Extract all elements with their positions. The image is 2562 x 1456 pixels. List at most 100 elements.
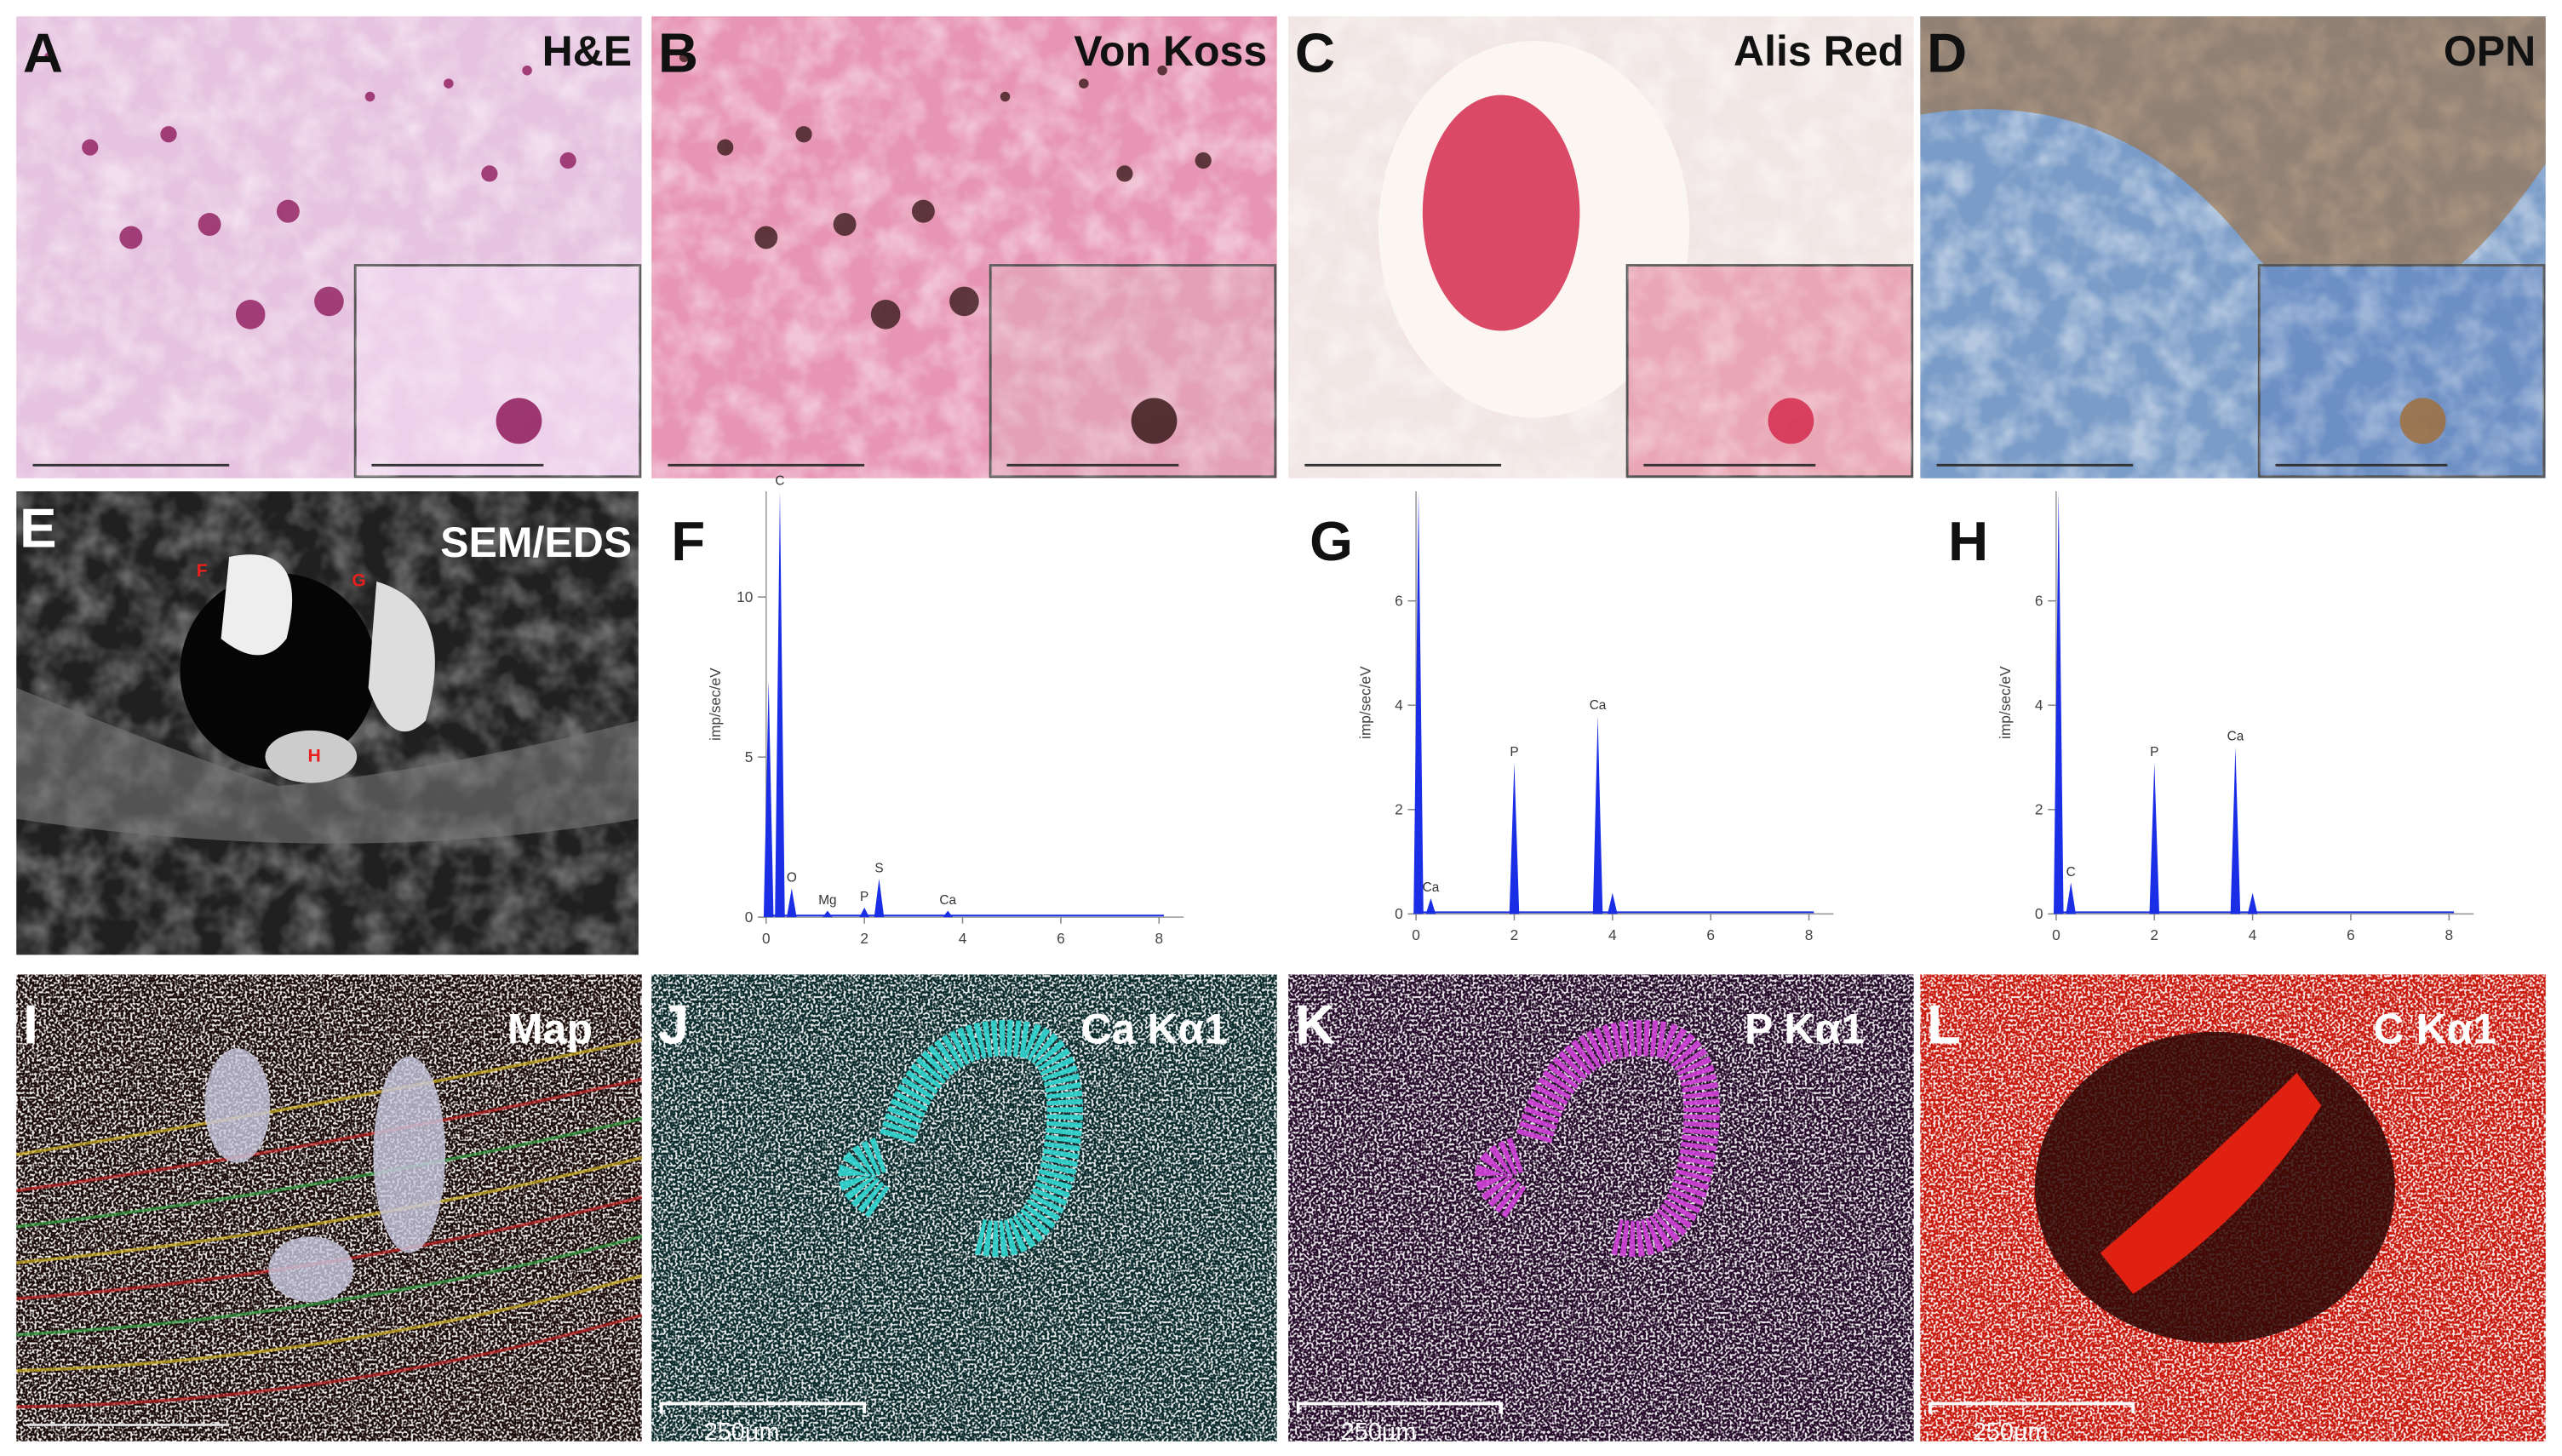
tissue-streak — [15, 1077, 643, 1193]
deposit — [364, 91, 375, 102]
panel-letter: H — [1948, 510, 1988, 572]
deposit — [1079, 78, 1089, 89]
stain-label: SEM/EDS — [440, 519, 632, 566]
stain-label: Von Koss — [1074, 27, 1267, 75]
panel-letter: B — [658, 22, 698, 84]
peak — [763, 679, 774, 918]
deposit — [119, 226, 143, 249]
nodule — [268, 1236, 354, 1303]
peak-label: P — [860, 890, 868, 904]
peak — [1413, 491, 1424, 914]
inset-texture — [355, 265, 640, 477]
deposit — [717, 139, 734, 156]
deposit — [481, 165, 498, 182]
scale-bar — [659, 1402, 867, 1413]
x-tick-label: 8 — [2445, 926, 2454, 943]
spot-label: H — [307, 746, 320, 765]
scale-label: 250µm — [704, 1419, 780, 1446]
x-tick-label: 6 — [1706, 926, 1715, 943]
panel-letter: I — [23, 993, 38, 1055]
panel-letter: D — [1927, 22, 1967, 84]
inset-deposit — [1768, 398, 1814, 444]
x-tick-label: 6 — [2347, 926, 2355, 943]
y-tick-label: 4 — [1395, 696, 1403, 714]
panel-letter: K — [1295, 993, 1335, 1055]
peak-label: Ca — [2227, 730, 2244, 744]
peak — [859, 907, 869, 918]
y-tick-label: 10 — [737, 588, 753, 605]
deposit — [82, 139, 99, 156]
deposit — [1195, 152, 1212, 169]
deposit — [235, 300, 266, 330]
scale-bar — [1296, 1402, 1504, 1413]
calcified-nodule — [221, 554, 293, 656]
stain-label: OPN — [2444, 27, 2536, 75]
deposit — [276, 199, 300, 223]
x-tick-label: 4 — [1608, 926, 1617, 943]
inset-deposit — [496, 398, 542, 444]
tissue-streak — [16, 1116, 643, 1229]
y-tick-label: 0 — [1395, 905, 1403, 922]
deposit — [444, 78, 454, 89]
peak-label: C — [2066, 865, 2076, 880]
x-tick-label: 8 — [1805, 926, 1814, 943]
x-tick-label: 0 — [1412, 926, 1420, 943]
deposit — [911, 199, 935, 223]
panel-letter: A — [23, 22, 63, 84]
y-tick-label: 2 — [1395, 801, 1403, 818]
y-axis-label: imp/sec/eV — [1997, 666, 2014, 739]
inset-texture — [1627, 265, 1912, 477]
deposit — [160, 126, 177, 143]
spot-label: G — [352, 571, 365, 591]
tissue-streak — [16, 1235, 643, 1337]
inset-deposit — [1131, 398, 1178, 444]
x-tick-label: 0 — [2052, 926, 2060, 943]
peak — [943, 910, 954, 918]
deposit — [1000, 91, 1011, 102]
x-tick-label: 8 — [1155, 930, 1163, 947]
peak-label: P — [2150, 745, 2158, 760]
spot-label: F — [197, 561, 208, 581]
tissue-streak — [16, 1156, 643, 1264]
nodule — [373, 1056, 445, 1253]
deposit — [1157, 65, 1167, 76]
nodule — [204, 1048, 271, 1163]
peak — [2054, 491, 2064, 914]
peak — [822, 910, 833, 918]
tissue-streak — [15, 1038, 643, 1156]
x-tick-label: 4 — [959, 930, 967, 947]
peak-label: Mg — [818, 893, 836, 908]
y-axis-label: imp/sec/eV — [707, 668, 724, 741]
element-label: P Kα1 — [1745, 1005, 1865, 1052]
y-tick-label: 0 — [2035, 905, 2043, 922]
tissue-streak — [16, 1274, 643, 1373]
inset-texture — [990, 265, 1275, 477]
peak — [787, 888, 797, 918]
x-tick-label: 2 — [2150, 926, 2158, 943]
x-tick-label: 0 — [762, 930, 771, 947]
x-tick-label: 6 — [1057, 930, 1065, 947]
peak-label: P — [1510, 745, 1518, 760]
peak — [2230, 747, 2241, 914]
panel-letter: J — [658, 993, 689, 1055]
element-label: C Kα1 — [2373, 1005, 2496, 1052]
y-axis-label: imp/sec/eV — [1356, 666, 1373, 739]
peak-label: S — [874, 861, 883, 875]
panel-letter: L — [1927, 993, 1961, 1055]
scale-label: 250µm — [1973, 1419, 2049, 1446]
peak — [775, 491, 785, 918]
peak — [2149, 762, 2160, 914]
scale-label: 250µm — [1341, 1419, 1417, 1446]
panel-letter: F — [671, 510, 705, 572]
x-tick-label: 4 — [2249, 926, 2257, 943]
peak-label: O — [787, 871, 797, 886]
deposit — [559, 152, 576, 169]
peak — [874, 879, 885, 918]
inset-deposit — [2399, 398, 2446, 444]
peak — [1608, 892, 1618, 914]
deposit — [314, 286, 344, 317]
element-ring — [1475, 1019, 1720, 1258]
x-tick-label: 2 — [860, 930, 868, 947]
